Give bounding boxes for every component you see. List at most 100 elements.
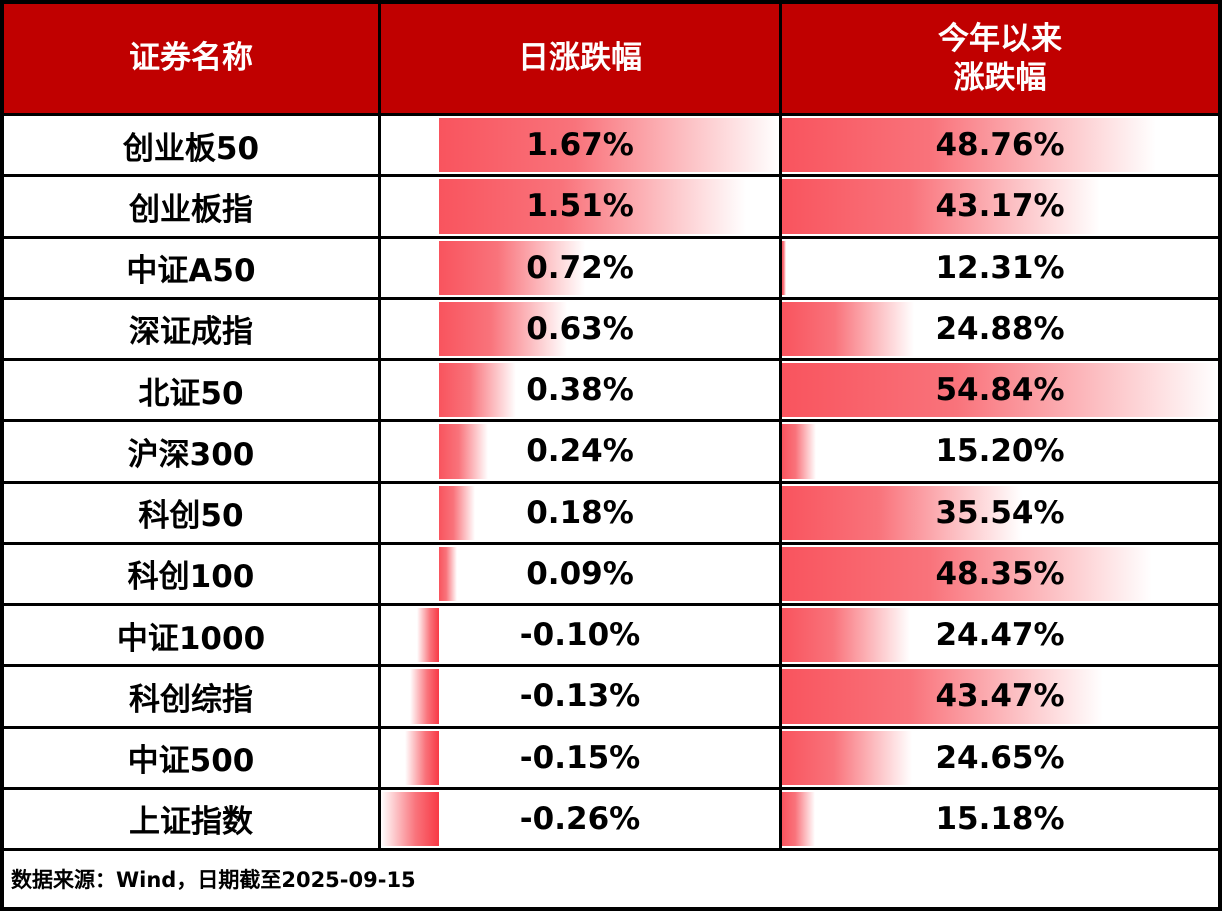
ytd-change-cell: 15.18% [782, 789, 1218, 848]
daily-change-databar [438, 485, 476, 540]
daily-change-databar [438, 546, 458, 601]
data-source-text: 数据来源：Wind，日期截至2025-09-15 [11, 868, 416, 892]
daily-change-cell: 0.24% [381, 422, 779, 481]
security-name-label: 中证1000 [116, 620, 266, 657]
ytd-change-value: 35.54% [935, 494, 1065, 531]
daily-change-cell: -0.26% [381, 789, 779, 848]
daily-change-databar [438, 179, 747, 234]
header-label-security-name: 证券名称 [129, 40, 253, 77]
daily-change-cell: 0.38% [381, 361, 779, 420]
security-name-label: 中证500 [127, 743, 255, 780]
ytd-change-cell: 12.31% [782, 238, 1218, 297]
daily-change-value: 1.67% [526, 127, 634, 164]
daily-change-value: 0.09% [526, 555, 634, 592]
daily-change-databar [381, 791, 439, 846]
security-name-label: 沪深300 [127, 436, 255, 473]
ytd-change-databar [782, 608, 910, 663]
daily-change-databar [438, 240, 586, 295]
ytd-change-value: 43.17% [935, 188, 1065, 225]
ytd-change-value: 24.65% [935, 739, 1065, 776]
header-label-ytd-change: 今年以来 涨跌幅 [938, 20, 1062, 98]
security-name-cell: 科创50 [4, 483, 378, 542]
ytd-change-databar [782, 363, 1218, 418]
ytd-change-databar [782, 301, 914, 356]
daily-change-cell: 0.18% [381, 483, 779, 542]
daily-change-databar [405, 730, 439, 785]
security-name-cell: 创业板指 [4, 177, 378, 236]
security-name-label: 创业板指 [129, 191, 253, 228]
security-name-label: 上证指数 [129, 804, 253, 841]
security-name-label: 科创50 [138, 498, 244, 535]
ytd-change-value: 43.47% [935, 678, 1065, 715]
ytd-change-cell: 43.17% [782, 177, 1218, 236]
header-label-ytd-line1: 今年以来 [938, 20, 1062, 57]
security-name-label: 深证成指 [129, 314, 253, 351]
ytd-change-databar [782, 791, 816, 846]
security-name-cell: 深证成指 [4, 299, 378, 358]
security-name-cell: 上证指数 [4, 789, 378, 848]
ytd-change-value: 15.18% [935, 800, 1065, 837]
ytd-change-databar [782, 730, 912, 785]
ytd-change-cell: 54.84% [782, 361, 1218, 420]
ytd-change-cell: 15.20% [782, 422, 1218, 481]
ytd-change-cell: 48.35% [782, 544, 1218, 603]
ytd-change-cell: 24.88% [782, 299, 1218, 358]
security-name-label: 北证50 [138, 375, 244, 412]
ytd-change-cell: 43.47% [782, 667, 1218, 726]
security-name-label: 科创100 [127, 559, 255, 596]
daily-change-value: -0.26% [519, 800, 641, 837]
security-name-cell: 沪深300 [4, 422, 378, 481]
daily-change-databar [438, 301, 568, 356]
security-name-cell: 科创综指 [4, 667, 378, 726]
security-name-label: 中证A50 [126, 253, 256, 290]
ytd-change-cell: 24.47% [782, 606, 1218, 665]
ytd-change-cell: 35.54% [782, 483, 1218, 542]
daily-change-cell: 1.67% [381, 116, 779, 175]
security-name-cell: 北证50 [4, 361, 378, 420]
daily-change-databar [438, 424, 488, 479]
data-source-note: 数据来源：Wind，日期截至2025-09-15 [4, 851, 1218, 907]
header-label-daily-change: 日涨跌幅 [518, 40, 642, 77]
daily-change-value: 0.18% [526, 494, 634, 531]
security-name-cell: 科创100 [4, 544, 378, 603]
daily-change-cell: 0.63% [381, 299, 779, 358]
ytd-change-cell: 48.76% [782, 116, 1218, 175]
ytd-change-cell: 24.65% [782, 728, 1218, 787]
ytd-change-databar [782, 485, 1023, 540]
ytd-change-databar [782, 546, 1153, 601]
daily-change-value: -0.15% [519, 739, 641, 776]
ytd-change-value: 24.47% [935, 617, 1065, 654]
ytd-change-value: 24.88% [935, 310, 1065, 347]
daily-change-value: 1.51% [526, 188, 634, 225]
daily-change-cell: -0.15% [381, 728, 779, 787]
ytd-change-databar [782, 240, 787, 295]
daily-change-databar [438, 118, 779, 173]
security-name-label: 科创综指 [129, 681, 253, 718]
ytd-change-databar [782, 179, 1100, 234]
security-name-cell: 中证500 [4, 728, 378, 787]
daily-change-cell: -0.10% [381, 606, 779, 665]
security-name-cell: 中证A50 [4, 238, 378, 297]
daily-change-cell: -0.13% [381, 667, 779, 726]
ytd-change-databar [782, 424, 816, 479]
daily-change-value: 0.24% [526, 433, 634, 470]
daily-change-cell: 0.09% [381, 544, 779, 603]
ytd-change-databar [782, 118, 1157, 173]
daily-change-value: -0.10% [519, 617, 641, 654]
daily-change-cell: 1.51% [381, 177, 779, 236]
daily-change-value: 0.38% [526, 372, 634, 409]
ytd-change-value: 48.35% [935, 555, 1065, 592]
daily-change-databar [409, 669, 439, 724]
daily-change-value: -0.13% [519, 678, 641, 715]
ytd-change-value: 15.20% [935, 433, 1065, 470]
security-name-label: 创业板50 [122, 130, 260, 167]
daily-change-cell: 0.72% [381, 238, 779, 297]
security-name-cell: 中证1000 [4, 606, 378, 665]
daily-change-value: 0.63% [526, 310, 634, 347]
ytd-change-value: 48.76% [935, 127, 1065, 164]
header-cell-security-name: 证券名称 [4, 4, 378, 113]
ytd-change-value: 12.31% [935, 249, 1065, 286]
ytd-change-value: 54.84% [935, 372, 1065, 409]
ytd-change-databar [782, 669, 1103, 724]
